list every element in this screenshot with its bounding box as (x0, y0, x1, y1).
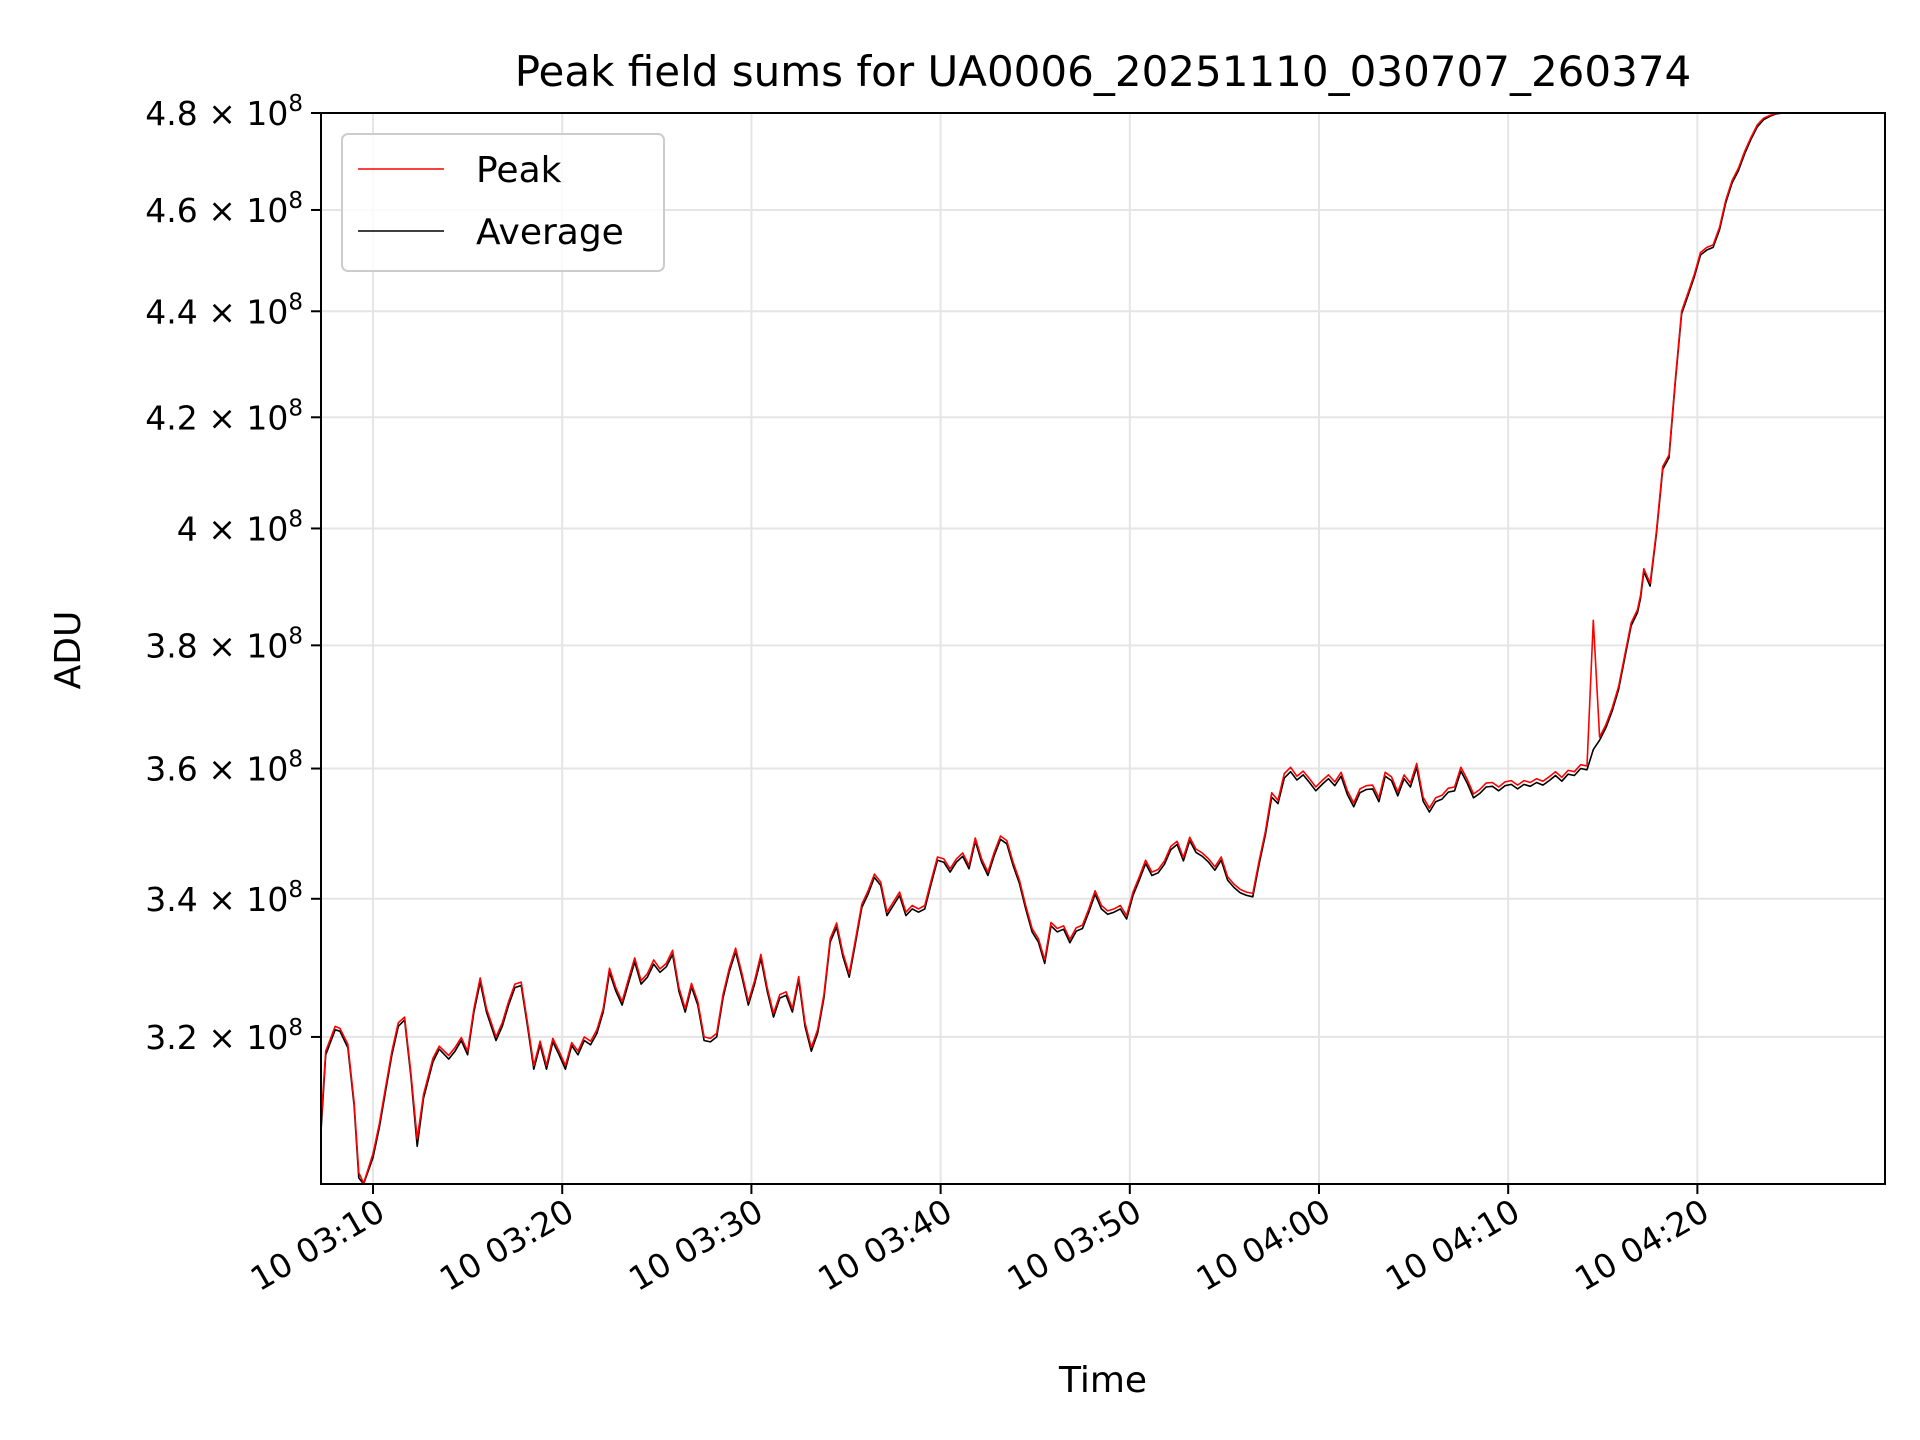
plot-area-frame (320, 112, 1886, 1185)
legend: Peak Average (341, 133, 665, 272)
y-tick-label: 4.6 × 108 (145, 188, 303, 230)
y-tick-label: 4.8 × 108 (145, 91, 303, 133)
series-line-peak (321, 113, 1796, 1184)
series-line-average (321, 113, 1796, 1184)
y-tick-label: 3.8 × 108 (145, 623, 303, 665)
x-axis-title: Time (1058, 1360, 1147, 1401)
y-tick-label: 4.4 × 108 (145, 289, 303, 331)
y-axis-ticks: 3.2 × 108 3.4 × 108 3.6 × 108 3.8 × 108 4 × … (145, 91, 321, 1057)
y-tick-label: 4.2 × 108 (145, 395, 303, 437)
y-tick-label: 4 × 108 (177, 506, 303, 548)
y-tick-label: 3.2 × 108 (145, 1015, 303, 1057)
chart-title: Peak field sums for UA0006_20251110_0307… (515, 47, 1692, 96)
y-tick-label: 3.4 × 108 (145, 877, 303, 919)
y-axis-title: ADU (48, 611, 89, 690)
y-tick-label: 3.6 × 108 (145, 747, 303, 789)
legend-label-average: Average (476, 212, 624, 253)
grid-lines (321, 112, 1885, 1184)
series-lines (321, 113, 1796, 1184)
legend-label-peak: Peak (476, 150, 562, 191)
